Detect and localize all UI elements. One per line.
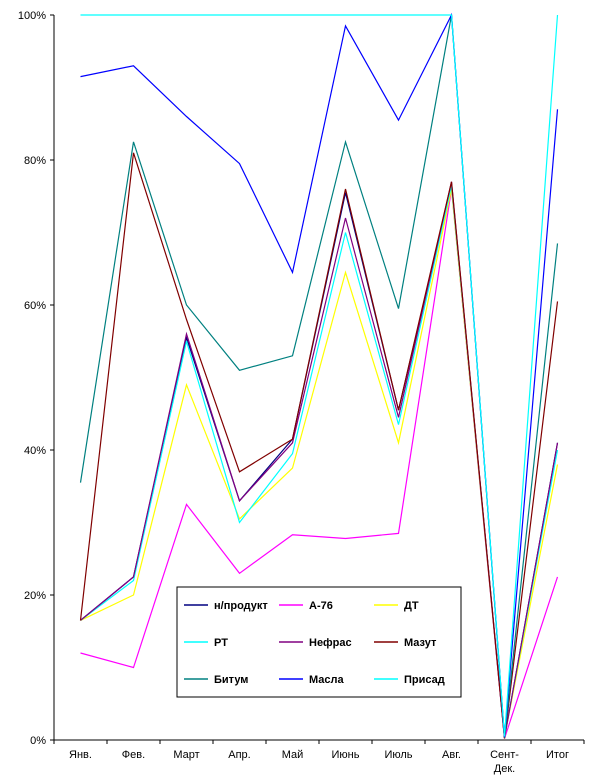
y-tick-label: 80% — [24, 155, 46, 167]
y-tick-label: 100% — [18, 10, 46, 22]
legend-label-3: ДТ — [404, 600, 419, 612]
x-tick-label: Итог — [546, 749, 569, 761]
x-tick-label: Янв. — [69, 749, 92, 761]
plot-series-group — [79, 12, 559, 739]
x-tick-label: Июнь — [332, 749, 360, 761]
x-tick-label: Апр. — [228, 749, 250, 761]
legend-label-7: Битум — [214, 674, 248, 686]
y-tick-label: 0% — [30, 735, 46, 747]
axes-group: 0% 20% 40% 60% 80% 100% Янв. Фев. Март Апр. Май Июн… — [18, 10, 585, 775]
y-tick-label: 40% — [24, 445, 46, 457]
y-tick-label: 60% — [24, 300, 46, 312]
x-tick-label: Май — [282, 749, 304, 761]
legend-label-5: Нефрас — [309, 637, 352, 649]
legend-label-8: Масла — [309, 674, 345, 686]
legend-label-6: Мазут — [404, 637, 437, 649]
x-tick-label: Март — [173, 749, 199, 761]
legend: н/продукт А-76 ДТ РТ Нефрас Мазут Битум Масла Пр… — [176, 586, 462, 698]
series-line-9 — [80, 14, 559, 737]
x-tick-label: Июль — [384, 749, 412, 761]
legend-box — [176, 586, 462, 698]
legend-label-1: н/продукт — [214, 600, 268, 612]
y-tick-label: 20% — [24, 590, 46, 602]
legend-label-4: РТ — [214, 637, 228, 649]
legend-label-2: А-76 — [309, 600, 333, 612]
legend-label-9: Присад — [404, 674, 445, 686]
x-tick-label: Авг. — [442, 749, 461, 761]
x-tick-label: Фев. — [122, 749, 145, 761]
series-line-6 — [79, 152, 559, 739]
x-tick-label: Сент-Дек. — [490, 749, 519, 775]
